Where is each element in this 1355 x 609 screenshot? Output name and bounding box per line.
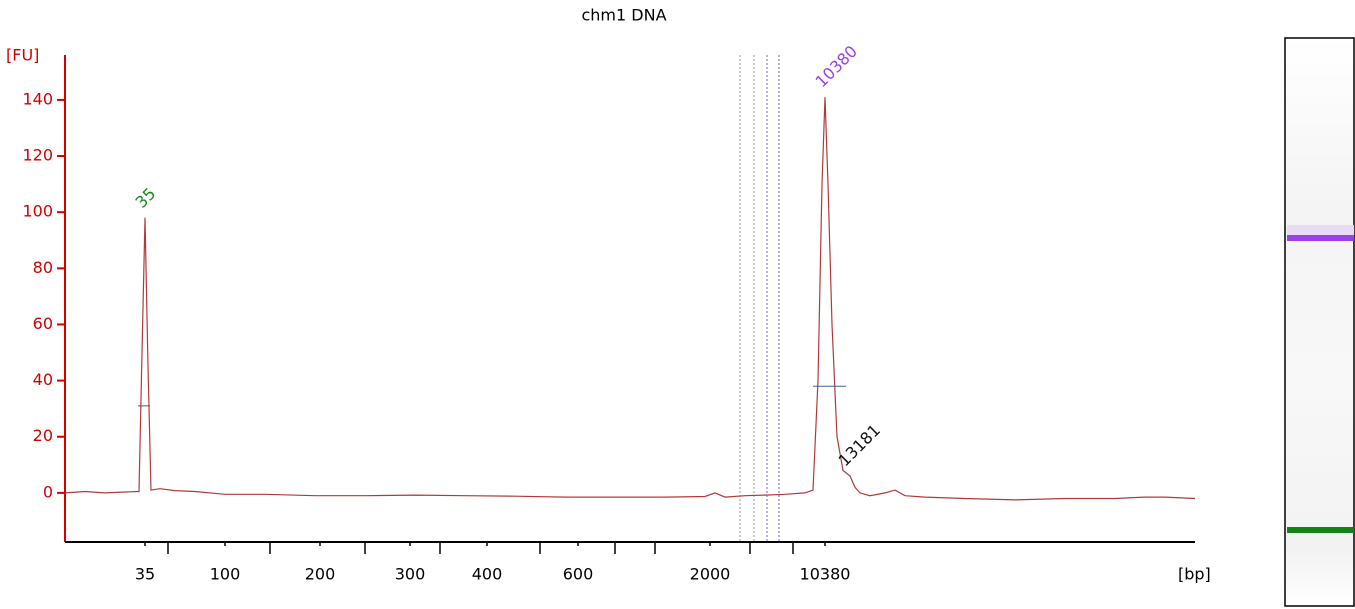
x-tick-label: 200 [305, 565, 336, 584]
peak-label: 35 [132, 184, 160, 212]
peak-label: 13181 [835, 421, 884, 470]
x-tick-label: 300 [395, 565, 426, 584]
gel-lane [1284, 37, 1355, 607]
x-tick-label: 400 [472, 565, 503, 584]
y-tick-label: 100 [22, 202, 53, 221]
y-tick-label: 40 [33, 370, 53, 389]
y-tick-label: 80 [33, 258, 53, 277]
chart-title: chm1 DNA [581, 6, 666, 25]
band [1287, 527, 1354, 533]
x-tick-label: 35 [135, 565, 155, 584]
peak-label: 10380 [812, 42, 861, 91]
x-tick-label: 100 [210, 565, 241, 584]
band [1287, 235, 1354, 241]
y-tick-label: 20 [33, 426, 53, 445]
y-tick-label: 120 [22, 146, 53, 165]
band-halo [1287, 225, 1354, 235]
y-tick-label: 140 [22, 89, 53, 108]
x-tick-label: 600 [563, 565, 594, 584]
y-axis-label: [FU] [6, 46, 39, 65]
lane-frame [1284, 37, 1355, 607]
x-axis-label: [bp] [1178, 565, 1211, 584]
trace [64, 97, 1196, 501]
x-tick-label: 2000 [690, 565, 731, 584]
y-tick-label: 0 [43, 482, 53, 501]
y-tick-label: 60 [33, 314, 53, 333]
x-tick-label: 10380 [800, 565, 851, 584]
